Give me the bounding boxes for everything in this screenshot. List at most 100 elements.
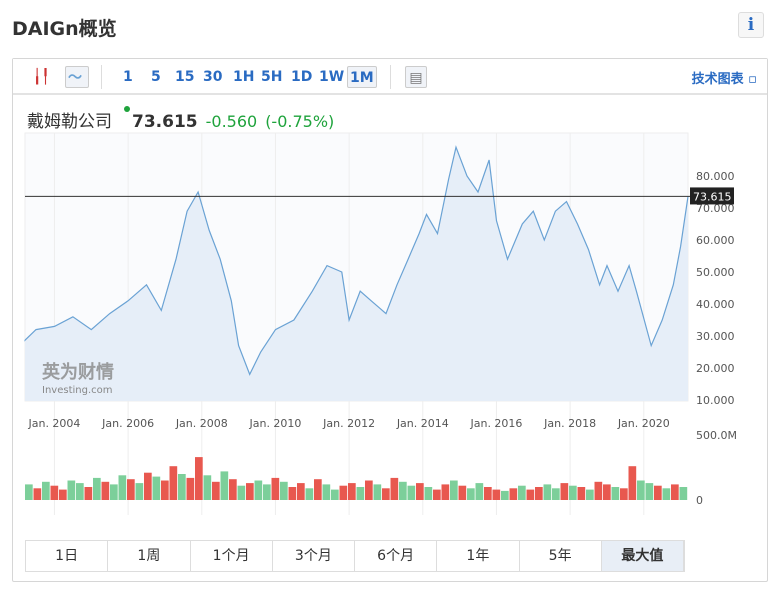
volume-bar [297, 483, 305, 500]
volume-bar [450, 480, 458, 500]
volume-bar [390, 477, 399, 500]
interval-1H[interactable]: 1H [233, 69, 255, 85]
area-chart-icon[interactable]: 〜 [65, 66, 89, 88]
volume-bar [416, 483, 424, 500]
volume-bar [152, 476, 161, 500]
volume-bar [611, 487, 620, 500]
volume-bar [679, 487, 688, 500]
y-tick-label: 50.000 [696, 266, 735, 279]
info-icon[interactable]: i [738, 12, 764, 38]
range-button[interactable]: 5年 [519, 541, 602, 571]
current-price-badge [690, 187, 734, 205]
table-icon[interactable]: ▤ [405, 66, 427, 88]
volume-bar [594, 481, 603, 500]
range-button[interactable]: 1年 [437, 541, 520, 571]
range-selector: 1日 1周 1个月 3个月 6个月 1年 5年 最大值 [25, 540, 685, 572]
y-tick-label: 70.000 [696, 202, 735, 215]
volume-bar [84, 487, 93, 500]
volume-bar [288, 487, 297, 500]
interval-30[interactable]: 30 [203, 69, 223, 85]
volume-bar [577, 487, 586, 500]
volume-bar [407, 485, 416, 500]
volume-bar [42, 481, 50, 500]
volume-bar [271, 477, 280, 500]
volume-bar [178, 474, 186, 500]
volume-bar [237, 485, 246, 500]
volume-bar [484, 487, 492, 500]
y-tick-label: 40.000 [696, 298, 735, 311]
volume-bar [263, 484, 271, 500]
x-tick-label: Jan. 2008 [175, 417, 228, 430]
range-button[interactable]: 3个月 [272, 541, 355, 571]
volume-bar [229, 479, 237, 500]
x-tick-label: Jan. 2006 [101, 417, 154, 430]
volume-bar [93, 477, 101, 500]
interval-1W[interactable]: 1W [319, 69, 345, 85]
volume-bar [628, 466, 637, 500]
y-tick-label: 10.000 [696, 394, 735, 407]
volume-bar [509, 488, 518, 500]
x-tick-label: Jan. 2020 [617, 417, 670, 430]
volume-bar [518, 485, 526, 500]
volume-bar [382, 488, 390, 500]
interval-1[interactable]: 1 [123, 69, 133, 85]
x-tick-label: Jan. 2004 [27, 417, 80, 430]
volume-bar [314, 479, 322, 500]
candlestick-icon[interactable]: ╽╿ [33, 69, 50, 85]
chart-panel: ╽╿ 〜 1 5 15 30 1H 5H 1D 1W 1M ▤ 技术图表 ▫ 戴姆勒公司 73.… [12, 58, 768, 582]
volume-bar [560, 483, 569, 500]
interval-1D[interactable]: 1D [291, 69, 313, 85]
range-button[interactable]: 最大值 [601, 541, 684, 571]
quote-header: 戴姆勒公司 73.615 -0.560 (-0.75%) [27, 107, 334, 132]
volume-bar [220, 471, 229, 500]
volume-bar [543, 484, 552, 500]
price-change: -0.560 [205, 112, 258, 131]
price-area [25, 147, 688, 401]
interval-5H[interactable]: 5H [261, 69, 283, 85]
volume-bar [348, 483, 356, 500]
volume-bar [535, 487, 543, 500]
volume-bar [195, 457, 203, 500]
volume-bar [356, 487, 365, 500]
last-price: 73.615 [132, 112, 198, 132]
volume-bar [322, 484, 331, 500]
volume-bar [67, 480, 76, 500]
volume-bar [59, 489, 67, 500]
volume-bar [25, 484, 33, 500]
volume-bar [280, 481, 288, 500]
volume-bar [254, 480, 263, 500]
volume-bar [662, 488, 671, 500]
volume-bar [620, 488, 628, 500]
volume-bar [433, 489, 441, 500]
logo-en: Investing.com [42, 385, 113, 396]
current-price-label: 73.615 [693, 190, 732, 203]
interval-5[interactable]: 5 [151, 69, 161, 85]
volume-bar [305, 488, 314, 500]
range-button[interactable]: 1日 [26, 541, 109, 571]
volume-bar [671, 484, 679, 500]
x-tick-label: Jan. 2018 [543, 417, 596, 430]
volume-bar [603, 484, 611, 500]
x-tick-label: Jan. 2010 [248, 417, 301, 430]
tech-chart-link[interactable]: 技术图表 ▫ [691, 72, 757, 87]
interval-1M[interactable]: 1M [347, 66, 377, 88]
volume-bar [144, 472, 152, 500]
x-tick-label: Jan. 2012 [322, 417, 375, 430]
y-tick-label: 60.000 [696, 234, 735, 247]
volume-bar [339, 485, 348, 500]
volume-tick-label: 500.0M [696, 429, 737, 442]
volume-bar [110, 484, 118, 500]
volume-bar [569, 485, 577, 500]
interval-15[interactable]: 15 [175, 69, 195, 85]
volume-bar [654, 485, 662, 500]
volume-bar [373, 484, 382, 500]
range-button[interactable]: 6个月 [355, 541, 438, 571]
range-button[interactable]: 1个月 [190, 541, 273, 571]
range-button[interactable]: 1周 [108, 541, 191, 571]
volume-bar [458, 485, 467, 500]
volume-bar [637, 480, 645, 500]
volume-bar [161, 480, 169, 500]
chart-toolbar: ╽╿ 〜 1 5 15 30 1H 5H 1D 1W 1M ▤ 技术图表 ▫ [13, 59, 767, 95]
volume-bar [492, 489, 501, 500]
